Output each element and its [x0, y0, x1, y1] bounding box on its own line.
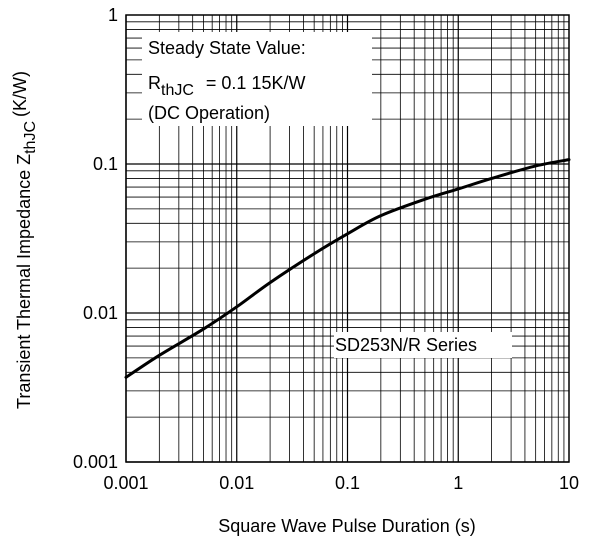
tick-labels: 0.001 0.01 0.1 1 10 0.001 0.01 0.1 1 — [73, 5, 579, 493]
x-tick-label: 1 — [453, 473, 463, 493]
plot-frame — [125, 14, 570, 463]
y-axis-title-subscript: thJC — [22, 121, 39, 154]
steady-state-line3: (DC Operation) — [148, 103, 270, 123]
series-line — [124, 158, 571, 379]
series-label: SD253N/R Series — [335, 335, 477, 355]
x-tick-label: 10 — [559, 473, 579, 493]
y-axis-title: Transient Thermal Impedance ZthJC (K/W) — [10, 71, 39, 409]
y-tick-label: 1 — [108, 5, 118, 25]
y-axis-title-unit: (K/W) — [10, 71, 30, 117]
series-layer — [124, 158, 571, 379]
steady-state-line2: RthJC = 0.1 15K/W — [148, 73, 305, 99]
r-subscript: thJC — [161, 82, 194, 99]
y-axis-title-main: Transient Thermal Impedance Z — [14, 154, 34, 409]
x-tick-label: 0.1 — [335, 473, 360, 493]
y-tick-label: 0.1 — [93, 154, 118, 174]
y-tick-label: 0.001 — [73, 452, 118, 472]
x-axis-title: Square Wave Pulse Duration (s) — [218, 516, 475, 536]
steady-state-line1: Steady State Value: — [148, 38, 306, 58]
x-tick-label: 0.01 — [219, 473, 254, 493]
y-tick-label: 0.01 — [83, 303, 118, 323]
r-symbol: R — [148, 73, 161, 93]
series-label-bg — [334, 332, 512, 358]
steady-state-note-bg — [142, 32, 372, 126]
x-tick-label: 0.001 — [103, 473, 148, 493]
r-value: = 0.1 15K/W — [206, 73, 306, 93]
